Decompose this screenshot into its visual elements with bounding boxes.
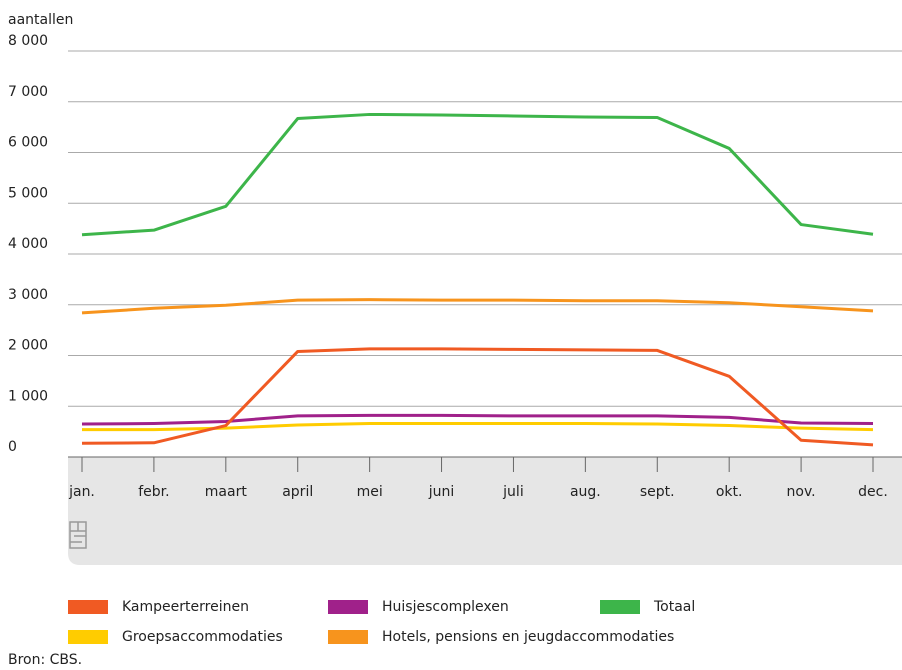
x-tick-label: mei xyxy=(357,484,383,500)
legend-swatch xyxy=(68,630,108,644)
cbs-logo xyxy=(69,521,87,549)
legend-label: Groepsaccommodaties xyxy=(122,629,283,645)
legend-swatch xyxy=(328,630,368,644)
y-tick-label: 4 000 xyxy=(8,236,48,252)
legend-label: Kampeerterreinen xyxy=(122,599,249,615)
y-tick-label: 0 xyxy=(8,439,17,455)
x-tick-label: juli xyxy=(502,484,524,500)
y-axis-label: aantallen xyxy=(8,12,73,28)
x-tick-label: okt. xyxy=(716,484,743,500)
series-line xyxy=(81,347,874,447)
series-line xyxy=(81,112,874,237)
x-tick-label: juni xyxy=(428,484,455,500)
series-line xyxy=(82,422,874,432)
x-tick-label: aug. xyxy=(570,484,601,500)
x-tick-label: sept. xyxy=(640,484,675,500)
legend-label: Hotels, pensions en jeugdaccommodaties xyxy=(382,629,674,645)
y-tick-label: 5 000 xyxy=(8,185,48,201)
y-tick-label: 2 000 xyxy=(8,338,48,354)
x-tick-label: maart xyxy=(205,484,248,500)
legend-swatch xyxy=(68,600,108,614)
y-tick-label: 6 000 xyxy=(8,135,48,151)
source: Bron: CBS. xyxy=(8,652,82,668)
x-tick-label: dec. xyxy=(858,484,888,500)
legend-swatch xyxy=(600,600,640,614)
x-tick-label: april xyxy=(282,484,313,500)
legend-label: Totaal xyxy=(653,599,695,615)
y-tick-label: 1 000 xyxy=(8,388,48,404)
x-tick-label: nov. xyxy=(787,484,816,500)
legend-swatch xyxy=(328,600,368,614)
y-tick-label: 3 000 xyxy=(8,287,48,303)
series-line xyxy=(81,413,874,426)
x-tick-label: jan. xyxy=(68,484,95,500)
legend-label: Huisjescomplexen xyxy=(382,599,509,615)
x-axis-band xyxy=(68,457,902,565)
x-tick-label: febr. xyxy=(138,484,169,500)
series-line xyxy=(81,298,874,315)
y-tick-label: 8 000 xyxy=(8,33,48,49)
y-tick-label: 7 000 xyxy=(8,84,48,100)
